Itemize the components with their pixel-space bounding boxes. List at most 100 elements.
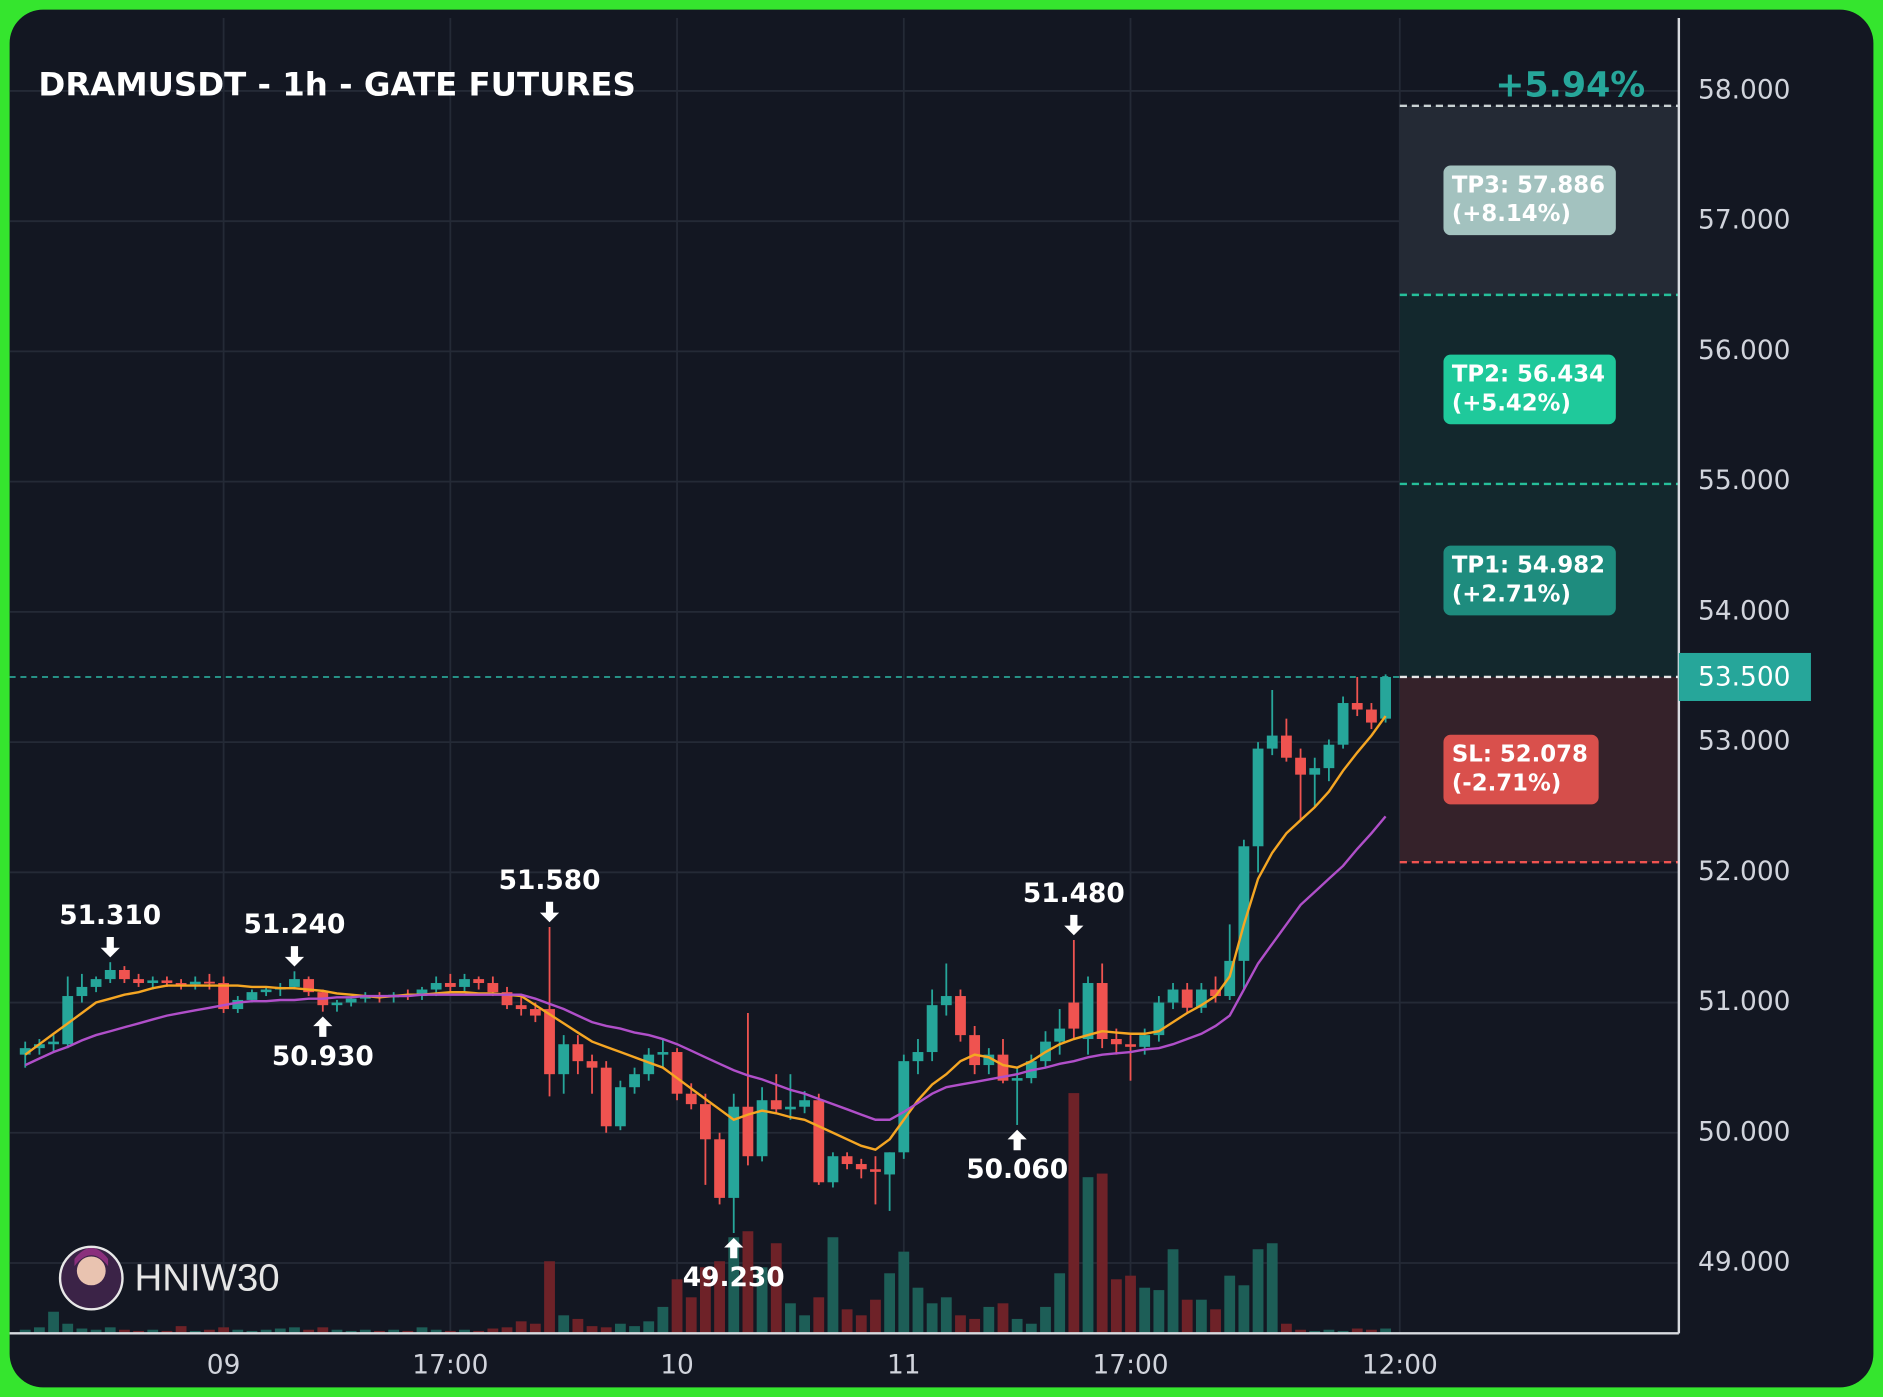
candle-body [1181, 989, 1193, 1008]
volume-bar [643, 1321, 655, 1334]
candle-body [359, 996, 371, 999]
annotation-label: 50.930 [272, 1041, 374, 1072]
candle-body [898, 1061, 910, 1153]
volume-bar [260, 1329, 272, 1334]
candle-body [1266, 735, 1278, 749]
candle-body [204, 981, 215, 984]
candle-body [700, 1104, 711, 1140]
volume-bar [855, 1315, 867, 1334]
y-tick-label: 54.000 [1698, 595, 1790, 626]
candle-body [1295, 757, 1306, 775]
level-label: TP2: 56.434 [1452, 362, 1605, 388]
candle-body [827, 1156, 839, 1183]
annotation-arrow [1064, 914, 1084, 936]
candle-body [1323, 744, 1335, 769]
volume-bar [629, 1326, 640, 1334]
volume-bar [515, 1321, 527, 1334]
candle-body [501, 992, 513, 1006]
volume-bar [48, 1311, 59, 1334]
candle-body [430, 983, 442, 990]
volume-bar [62, 1323, 74, 1334]
candle-body [487, 983, 499, 993]
candle-body [969, 1035, 981, 1066]
volume-bar [416, 1327, 428, 1334]
volume-bar [558, 1315, 570, 1334]
volume-bar [331, 1329, 343, 1334]
volume-bar [175, 1326, 187, 1334]
candle-body [1011, 1078, 1023, 1081]
candle-body [189, 981, 201, 985]
candle-body [870, 1169, 881, 1172]
candle-body [473, 979, 485, 984]
candle-body [685, 1093, 697, 1105]
candle-body [161, 980, 173, 984]
level-label: SL: 52.078 [1452, 742, 1588, 768]
volume-bar [614, 1323, 626, 1334]
candle-body [1096, 983, 1108, 1040]
candle-body [657, 1052, 669, 1055]
volume-bar [1224, 1275, 1236, 1334]
volume-bar [289, 1327, 300, 1334]
candle-body [104, 969, 116, 980]
price-badge-label: 53.500 [1698, 662, 1790, 693]
volume-bar [671, 1279, 683, 1334]
watermark-text: HNIW30 [135, 1257, 280, 1300]
volume-bar [785, 1303, 796, 1334]
x-tick-label: 11 [887, 1349, 921, 1380]
volume-bar [1323, 1329, 1335, 1334]
volume-bar [430, 1329, 442, 1334]
level-label: TP3: 57.886 [1452, 172, 1605, 198]
candle-body [232, 999, 244, 1010]
volume-bar [76, 1328, 88, 1334]
y-tick-label: 55.000 [1698, 465, 1790, 496]
avatar-face [76, 1256, 106, 1286]
candle-body [997, 1054, 1009, 1081]
candle-body [855, 1164, 867, 1170]
annotation-arrow [1007, 1129, 1027, 1151]
volume-bar [728, 1237, 740, 1334]
volume-bar [1040, 1306, 1051, 1334]
candle-body [1280, 735, 1292, 758]
volume-bar [1252, 1249, 1264, 1334]
volume-bar [742, 1231, 754, 1334]
candle-body [1252, 748, 1264, 847]
candle-body [1054, 1028, 1066, 1042]
candle-body [629, 1074, 640, 1088]
volume-bar [1125, 1275, 1136, 1334]
candle-body [19, 1048, 31, 1055]
annotation-label: 51.580 [499, 865, 601, 896]
candle-body [289, 979, 300, 987]
candle-body [912, 1052, 924, 1062]
candle-body [331, 1002, 343, 1006]
volume-bar [841, 1309, 853, 1334]
candle-body [714, 1139, 725, 1198]
volume-bar [218, 1327, 230, 1334]
candle-body [1337, 703, 1349, 745]
candle-body [303, 979, 315, 993]
level-badge [1443, 354, 1616, 425]
candle-body [444, 983, 456, 987]
level-badge [1443, 545, 1616, 616]
candle-body [926, 1005, 938, 1053]
watermark: HNIW30 [58, 1245, 280, 1311]
level-change: (-2.71%) [1452, 770, 1561, 796]
volume-bar [303, 1329, 315, 1334]
candle-body [728, 1106, 740, 1198]
volume-bar [586, 1326, 598, 1334]
candle-body [416, 989, 428, 997]
plot [19, 674, 1391, 1234]
candle-body [586, 1061, 598, 1068]
annotation-label: 49.230 [683, 1262, 785, 1293]
moving-average [24, 715, 1387, 1151]
x-tick-label: 10 [660, 1349, 694, 1380]
volume-bar [955, 1315, 966, 1334]
level-badge [1443, 165, 1616, 236]
volume-bar [1153, 1290, 1165, 1334]
level-change: (+2.71%) [1452, 581, 1571, 607]
candle-body [544, 1009, 555, 1075]
candle-body [246, 992, 258, 1000]
candle-body [742, 1106, 754, 1157]
volume-bar [912, 1287, 924, 1334]
candle-body [260, 989, 272, 993]
moving-average [24, 815, 1387, 1121]
